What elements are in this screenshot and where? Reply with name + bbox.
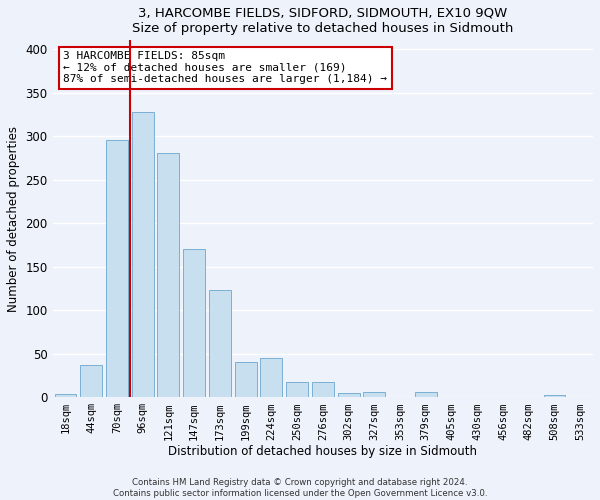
Y-axis label: Number of detached properties: Number of detached properties [7, 126, 20, 312]
Bar [312, 382, 334, 397]
Bar [260, 358, 283, 397]
Bar [286, 382, 308, 397]
Bar [544, 396, 565, 397]
Bar [338, 393, 359, 397]
Bar [183, 249, 205, 397]
Bar [80, 365, 102, 397]
X-axis label: Distribution of detached houses by size in Sidmouth: Distribution of detached houses by size … [169, 445, 478, 458]
Bar [106, 140, 128, 397]
Bar [132, 112, 154, 397]
Text: Contains HM Land Registry data © Crown copyright and database right 2024.
Contai: Contains HM Land Registry data © Crown c… [113, 478, 487, 498]
Title: 3, HARCOMBE FIELDS, SIDFORD, SIDMOUTH, EX10 9QW
Size of property relative to det: 3, HARCOMBE FIELDS, SIDFORD, SIDMOUTH, E… [132, 7, 514, 35]
Bar [157, 154, 179, 397]
Bar [235, 362, 257, 397]
Bar [415, 392, 437, 397]
Bar [55, 394, 76, 397]
Text: 3 HARCOMBE FIELDS: 85sqm
← 12% of detached houses are smaller (169)
87% of semi-: 3 HARCOMBE FIELDS: 85sqm ← 12% of detach… [64, 51, 388, 84]
Bar [209, 290, 231, 397]
Bar [364, 392, 385, 397]
